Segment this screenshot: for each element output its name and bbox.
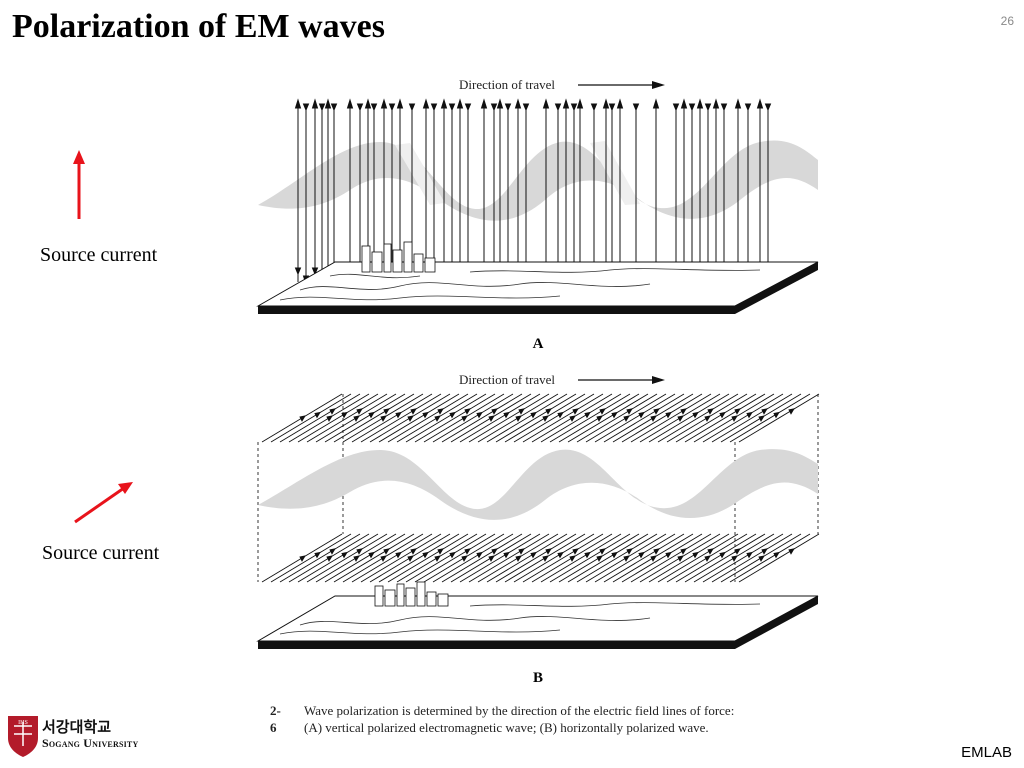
caption-line-2: (A) vertical polarized electromagnetic w… [304, 720, 709, 735]
field-line-arrowhead [504, 103, 512, 112]
field-line-arrowhead [720, 103, 728, 112]
ground-slab-b [256, 581, 819, 649]
direction-arrow-b [578, 376, 665, 384]
direction-of-travel-label-b: Direction of travel [459, 372, 555, 387]
source-current-label-b: Source current [42, 542, 160, 564]
field-line-arrowhead [302, 103, 310, 112]
field-line-arrowhead [672, 103, 680, 112]
wave-band-a [258, 140, 818, 221]
figure-number: 2-6 [270, 703, 281, 735]
field-line-arrowhead [388, 103, 396, 112]
panel-letter-a: A [533, 336, 544, 352]
field-line-arrowhead [408, 103, 416, 112]
university-name-english: Sogang University [42, 736, 139, 750]
field-line-arrowhead [311, 267, 319, 276]
field-line-arrowhead [744, 103, 752, 112]
wave-band-b [258, 449, 818, 520]
field-line-arrowhead [554, 103, 562, 112]
field-line-arrowhead [608, 103, 616, 112]
source-current-label-a: Source current [40, 244, 158, 266]
field-line-arrowhead [570, 103, 578, 112]
field-line-arrowhead [632, 103, 640, 112]
field-lines-b-lower [261, 533, 820, 583]
field-line-arrowhead [590, 103, 598, 112]
field-line-arrowhead [688, 103, 696, 112]
field-line-arrowhead [764, 103, 772, 112]
field-line-arrowhead [294, 267, 302, 276]
page-number: 26 [1000, 14, 1014, 28]
panel-letter-b: B [533, 670, 543, 686]
footer-brand: EMLAB [961, 744, 1012, 761]
university-logo: IHS 서강대학교 Sogang University [6, 714, 166, 762]
field-line-arrowhead [490, 103, 498, 112]
caption-line-1: Wave polarization is determined by the d… [304, 703, 735, 718]
field-line-arrowhead [430, 103, 438, 112]
field-line-arrowhead [330, 103, 338, 112]
slide-title: Polarization of EM waves [12, 8, 385, 45]
field-line-arrowhead [318, 103, 326, 112]
direction-of-travel-label-a: Direction of travel [459, 77, 555, 92]
field-line-arrowhead [522, 103, 530, 112]
field-line-arrowhead [464, 103, 472, 112]
svg-text:IHS: IHS [18, 720, 28, 726]
direction-arrow-a [578, 81, 665, 89]
field-lines-b-upper [261, 393, 820, 443]
field-line-arrowhead [370, 103, 378, 112]
university-name-korean: 서강대학교 [42, 718, 112, 736]
university-shield-icon: IHS [8, 716, 38, 757]
field-line-arrowhead [704, 103, 712, 112]
field-line-arrowhead [356, 103, 364, 112]
ground-slab-a [256, 241, 819, 314]
field-line-arrowhead [448, 103, 456, 112]
